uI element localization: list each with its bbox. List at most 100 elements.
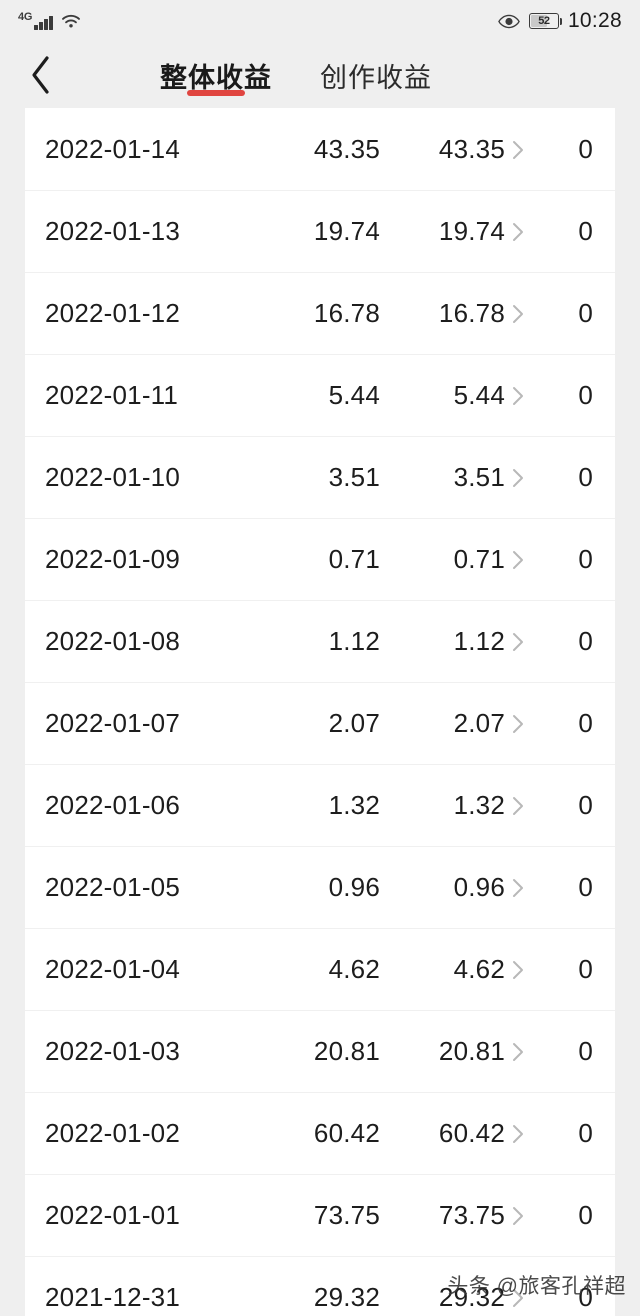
table-row[interactable]: 2022-01-04 4.62 4.62 0 bbox=[25, 928, 615, 1010]
table-row[interactable]: 2021-12-31 29.32 29.32 0 bbox=[25, 1256, 615, 1316]
row-detail-value: 20.81 bbox=[438, 1035, 505, 1066]
chevron-right-icon bbox=[513, 387, 523, 405]
row-detail-cell[interactable]: 29.32 bbox=[380, 1282, 525, 1313]
battery-level-label: 52 bbox=[538, 14, 550, 27]
signal-bars-icon: 4G bbox=[18, 12, 53, 30]
row-total: 73.75 bbox=[313, 1199, 380, 1230]
row-total: 29.32 bbox=[313, 1281, 380, 1312]
row-date: 2022-01-06 bbox=[45, 789, 180, 820]
status-bar-right: 52 10:28 bbox=[498, 9, 622, 33]
row-date: 2021-12-31 bbox=[45, 1281, 180, 1312]
eye-icon bbox=[498, 14, 520, 28]
row-last: 0 bbox=[578, 1281, 593, 1312]
clock-label: 10:28 bbox=[567, 9, 622, 32]
chevron-right-icon bbox=[513, 633, 523, 651]
table-row[interactable]: 2022-01-14 43.35 43.35 0 bbox=[25, 108, 615, 190]
chevron-left-icon bbox=[32, 56, 49, 94]
row-detail-value: 73.75 bbox=[438, 1199, 505, 1230]
row-total: 4.62 bbox=[328, 953, 380, 984]
row-detail-cell[interactable]: 60.42 bbox=[380, 1118, 525, 1149]
chevron-right-icon bbox=[513, 469, 523, 487]
table-row[interactable]: 2022-01-12 16.78 16.78 0 bbox=[25, 272, 615, 354]
row-last: 0 bbox=[578, 953, 593, 984]
row-date: 2022-01-14 bbox=[45, 133, 180, 164]
row-detail-cell[interactable]: 73.75 bbox=[380, 1200, 525, 1231]
row-last: 0 bbox=[578, 461, 593, 492]
row-detail-cell[interactable]: 0.71 bbox=[380, 544, 525, 575]
tab-overall-earnings[interactable]: 整体收益 bbox=[160, 42, 272, 108]
table-row[interactable]: 2022-01-02 60.42 60.42 0 bbox=[25, 1092, 615, 1174]
navigation-bar: 整体收益 创作收益 bbox=[0, 42, 640, 108]
tab-active-underline bbox=[187, 90, 245, 96]
table-row[interactable]: 2022-01-01 73.75 73.75 0 bbox=[25, 1174, 615, 1256]
row-detail-value: 2.07 bbox=[453, 707, 505, 738]
row-detail-cell[interactable]: 3.51 bbox=[380, 462, 525, 493]
table-row[interactable]: 2022-01-10 3.51 3.51 0 bbox=[25, 436, 615, 518]
row-detail-value: 60.42 bbox=[438, 1117, 505, 1148]
row-last: 0 bbox=[578, 215, 593, 246]
row-last: 0 bbox=[578, 543, 593, 574]
row-detail-value: 29.32 bbox=[438, 1281, 505, 1312]
row-total: 3.51 bbox=[328, 461, 380, 492]
battery-level-fill bbox=[531, 15, 547, 27]
row-detail-value: 19.74 bbox=[438, 215, 505, 246]
row-date: 2022-01-02 bbox=[45, 1117, 180, 1148]
row-detail-value: 1.32 bbox=[453, 789, 505, 820]
row-last: 0 bbox=[578, 133, 593, 164]
row-total: 2.07 bbox=[328, 707, 380, 738]
chevron-right-icon bbox=[513, 1125, 523, 1143]
chevron-right-icon bbox=[513, 141, 523, 159]
row-detail-cell[interactable]: 0.96 bbox=[380, 872, 525, 903]
row-detail-value: 1.12 bbox=[453, 625, 505, 656]
row-date: 2022-01-08 bbox=[45, 625, 180, 656]
row-last: 0 bbox=[578, 1035, 593, 1066]
tab-creation-earnings[interactable]: 创作收益 bbox=[320, 42, 432, 108]
row-detail-value: 4.62 bbox=[453, 953, 505, 984]
row-total: 5.44 bbox=[328, 379, 380, 410]
chevron-right-icon bbox=[513, 715, 523, 733]
table-row[interactable]: 2022-01-07 2.07 2.07 0 bbox=[25, 682, 615, 764]
row-detail-cell[interactable]: 43.35 bbox=[380, 134, 525, 165]
row-date: 2022-01-05 bbox=[45, 871, 180, 902]
table-row[interactable]: 2022-01-09 0.71 0.71 0 bbox=[25, 518, 615, 600]
row-detail-value: 0.96 bbox=[453, 871, 505, 902]
row-date: 2022-01-10 bbox=[45, 461, 180, 492]
chevron-right-icon bbox=[513, 551, 523, 569]
tab-creation-earnings-label: 创作收益 bbox=[320, 62, 432, 93]
chevron-right-icon bbox=[513, 1289, 523, 1307]
row-detail-cell[interactable]: 2.07 bbox=[380, 708, 525, 739]
chevron-right-icon bbox=[513, 1043, 523, 1061]
row-detail-cell[interactable]: 1.12 bbox=[380, 626, 525, 657]
row-total: 0.71 bbox=[328, 543, 380, 574]
row-last: 0 bbox=[578, 625, 593, 656]
table-row[interactable]: 2022-01-06 1.32 1.32 0 bbox=[25, 764, 615, 846]
table-row[interactable]: 2022-01-08 1.12 1.12 0 bbox=[25, 600, 615, 682]
back-button[interactable] bbox=[14, 48, 68, 102]
row-total: 60.42 bbox=[313, 1117, 380, 1148]
row-detail-cell[interactable]: 16.78 bbox=[380, 298, 525, 329]
status-bar-left: 4G bbox=[18, 12, 82, 30]
row-date: 2022-01-09 bbox=[45, 543, 180, 574]
row-detail-cell[interactable]: 5.44 bbox=[380, 380, 525, 411]
row-total: 43.35 bbox=[313, 133, 380, 164]
row-total: 20.81 bbox=[313, 1035, 380, 1066]
table-row[interactable]: 2022-01-05 0.96 0.96 0 bbox=[25, 846, 615, 928]
row-detail-value: 16.78 bbox=[438, 297, 505, 328]
table-row[interactable]: 2022-01-11 5.44 5.44 0 bbox=[25, 354, 615, 436]
row-detail-cell[interactable]: 19.74 bbox=[380, 216, 525, 247]
table-row[interactable]: 2022-01-13 19.74 19.74 0 bbox=[25, 190, 615, 272]
row-date: 2022-01-11 bbox=[45, 379, 179, 410]
signal-bars-glyph bbox=[34, 15, 53, 30]
row-date: 2022-01-04 bbox=[45, 953, 180, 984]
row-detail-value: 43.35 bbox=[438, 133, 505, 164]
row-detail-cell[interactable]: 1.32 bbox=[380, 790, 525, 821]
wifi-icon bbox=[61, 14, 80, 28]
row-detail-cell[interactable]: 4.62 bbox=[380, 954, 525, 985]
row-last: 0 bbox=[578, 707, 593, 738]
earnings-list: 2022-01-14 43.35 43.35 0 2022-01-13 19.7… bbox=[25, 108, 615, 1316]
row-last: 0 bbox=[578, 379, 593, 410]
table-row[interactable]: 2022-01-03 20.81 20.81 0 bbox=[25, 1010, 615, 1092]
row-last: 0 bbox=[578, 1117, 593, 1148]
row-detail-cell[interactable]: 20.81 bbox=[380, 1036, 525, 1067]
